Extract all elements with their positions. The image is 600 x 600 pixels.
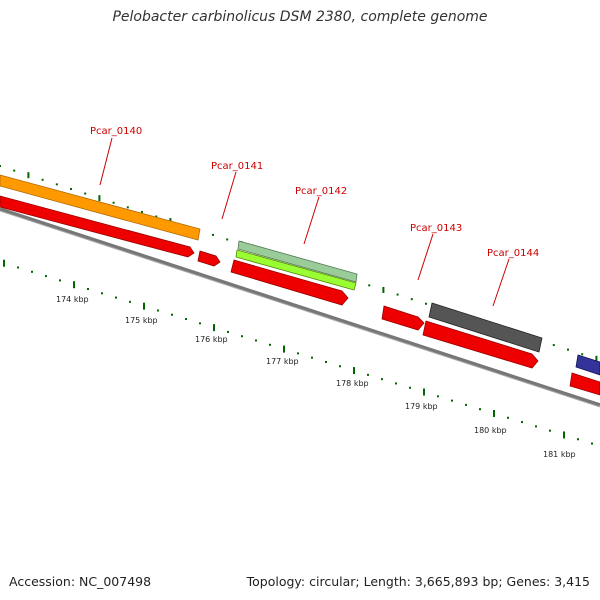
- gene-label[interactable]: Pcar_0140: [90, 126, 142, 137]
- feature-green[interactable]: [235, 249, 357, 291]
- feature-red-0141[interactable]: [197, 250, 221, 267]
- gene-label[interactable]: Pcar_0144: [487, 248, 539, 259]
- scale-tick-ring: [3, 259, 593, 445]
- backbone-shadow: [0, 210, 600, 408]
- feature-orange[interactable]: [0, 174, 201, 241]
- feature-blue[interactable]: [575, 354, 600, 376]
- kbp-label: 179 kbp: [405, 402, 438, 411]
- gene-label[interactable]: Pcar_0143: [410, 223, 462, 234]
- gene-label[interactable]: Pcar_0141: [211, 161, 263, 172]
- features: [0, 174, 600, 396]
- kbp-label: 174 kbp: [56, 295, 89, 304]
- gene-label[interactable]: Pcar_0142: [295, 186, 347, 197]
- kbp-label: 176 kbp: [195, 335, 228, 344]
- gene-label-lines: [99, 137, 510, 307]
- genome-summary-text: Topology: circular; Length: 3,665,893 bp…: [246, 574, 590, 589]
- genome-backbone: [0, 207, 600, 407]
- feature-red-0144[interactable]: [422, 320, 539, 369]
- feature-pale-green[interactable]: [237, 240, 358, 283]
- feature-red-0143[interactable]: [381, 305, 425, 331]
- feature-red-0140[interactable]: [0, 195, 195, 258]
- kbp-label: 177 kbp: [266, 357, 299, 366]
- feature-grey-0144[interactable]: [428, 302, 543, 353]
- feature-red-right[interactable]: [569, 372, 600, 396]
- kbp-label: 180 kbp: [474, 426, 507, 435]
- gene-labels: Pcar_0140 Pcar_0141 Pcar_0142 Pcar_0143 …: [90, 126, 539, 259]
- kbp-label: 178 kbp: [336, 379, 369, 388]
- kbp-labels: 174 kbp 175 kbp 176 kbp 177 kbp 178 kbp …: [56, 295, 576, 459]
- kbp-label: 175 kbp: [125, 316, 158, 325]
- accession-text: Accession: NC_007498: [9, 574, 152, 589]
- feature-red-0142[interactable]: [230, 259, 349, 306]
- map-title: Pelobacter carbinolicus DSM 2380, comple…: [112, 9, 488, 25]
- kbp-label: 181 kbp: [543, 450, 576, 459]
